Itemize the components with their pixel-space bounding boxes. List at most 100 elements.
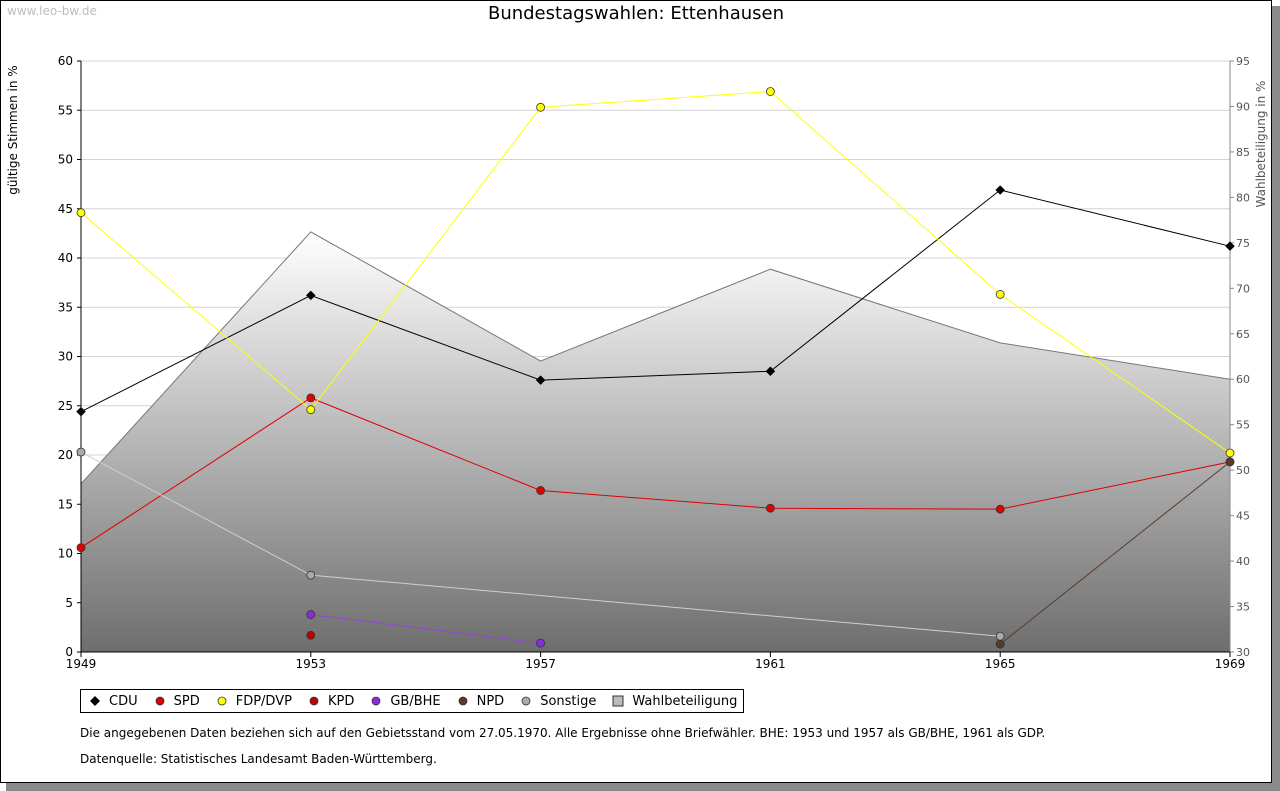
- y-tick-label: 20: [58, 448, 73, 462]
- series-kpd: [306, 630, 316, 640]
- legend-marker-kpd: [309, 696, 319, 706]
- point-cdu: [535, 375, 546, 385]
- y2-tick-label: 45: [1236, 510, 1250, 523]
- point-spd: [995, 504, 1005, 514]
- legend-label-gb-bhe: GB/BHE: [390, 693, 441, 709]
- legend-marker-spd: [155, 696, 165, 706]
- legend-label-fdp-dvp: FDP/DVP: [235, 693, 292, 709]
- y2-tick-label: 30: [1236, 646, 1250, 659]
- note-datenquelle: Datenquelle: Statistisches Landesamt Bad…: [80, 752, 437, 766]
- y-tick-label: 60: [58, 54, 73, 68]
- legend-marker-cdu: [90, 696, 100, 706]
- turnout-line: [80, 231, 1231, 485]
- point-fdp-dvp: [995, 290, 1005, 299]
- legend-circle-icon: [458, 696, 468, 706]
- y2-tick-label: 55: [1236, 419, 1250, 432]
- series-spd: [76, 393, 1235, 552]
- legend-marker-fdp-dvp: [217, 696, 227, 706]
- point-fdp-dvp: [306, 405, 316, 415]
- series-line-gb-bhe: [310, 614, 541, 644]
- legend-item-kpd: KPD: [308, 694, 354, 709]
- point-kpd: [306, 630, 316, 640]
- point-fdp-dvp: [536, 102, 545, 112]
- y2-tick-label: 95: [1236, 55, 1250, 68]
- point-cdu: [76, 406, 86, 417]
- series-line-fdp-dvp: [80, 91, 1231, 454]
- y2-tick-label: 90: [1236, 100, 1250, 113]
- y-tick-label: 10: [58, 547, 73, 561]
- legend-circle-icon: [521, 696, 531, 706]
- legend-marker-wahlbeteiligung: [612, 695, 624, 707]
- x-tick-label: 1953: [296, 657, 327, 671]
- frame-shadow-bottom: [6, 783, 1280, 791]
- y2-tick-label: 50: [1236, 464, 1250, 477]
- legend-marker-sonstige: [521, 696, 531, 706]
- legend-marker-npd: [458, 696, 468, 706]
- series-sonstige: [76, 447, 1005, 641]
- point-fdp-dvp: [76, 208, 86, 218]
- point-npd: [1225, 457, 1235, 467]
- series-line-cdu: [80, 189, 1231, 413]
- legend-item-fdp-dvp: FDP/DVP: [216, 694, 292, 709]
- legend-label-kpd: KPD: [327, 693, 355, 709]
- y2-tick-label: 60: [1236, 373, 1250, 386]
- y-tick-label: 5: [65, 596, 73, 610]
- legend-circle-icon: [309, 696, 319, 706]
- point-gb-bhe: [306, 610, 316, 619]
- chart-title: Bundestagswahlen: Ettenhausen: [487, 3, 785, 24]
- series-line-spd: [80, 397, 1231, 549]
- point-sonstige: [306, 570, 316, 580]
- legend-item-sonstige: Sonstige: [520, 694, 596, 709]
- frame-shadow-right: [1272, 6, 1280, 791]
- x-tick-label: 1957: [525, 657, 556, 671]
- y-tick-label: 35: [58, 300, 73, 314]
- point-spd: [536, 486, 545, 495]
- y2-tick-label: 75: [1236, 237, 1250, 250]
- y2-tick-label: 80: [1236, 191, 1250, 204]
- x-tick-label: 1949: [66, 657, 97, 671]
- series-layer: [76, 87, 1235, 649]
- point-cdu: [1225, 241, 1235, 252]
- point-sonstige: [76, 447, 86, 457]
- point-npd: [995, 639, 1005, 649]
- point-spd: [76, 543, 86, 552]
- series-gb-bhe: [306, 610, 545, 648]
- point-spd: [306, 393, 316, 403]
- axes: 0 5 10 15 20 25 30 35 40 45 50 55 60 30 35 40 45 50 55 60 65…: [58, 54, 1250, 671]
- series-fdp-dvp: [76, 87, 1235, 458]
- legend-label-spd: SPD: [173, 693, 200, 709]
- legend-item-npd: NPD: [457, 693, 505, 709]
- point-cdu: [995, 185, 1006, 195]
- legend: CDU SPD FDP/DVP KPD GB/BHE NPD Sonstige Wahlbet…: [80, 689, 745, 713]
- y2-tick-label: 70: [1236, 282, 1250, 295]
- x-tick-label: 1961: [755, 657, 786, 671]
- y-tick-label: 25: [58, 399, 73, 413]
- y-tick-label: 30: [58, 350, 73, 364]
- legend-label-sonstige: Sonstige: [540, 693, 597, 709]
- watermark: www.leo-bw.de: [7, 4, 97, 18]
- series-cdu: [76, 185, 1235, 417]
- y2-tick-label: 40: [1236, 555, 1250, 568]
- y2-tick-label: 85: [1236, 146, 1250, 159]
- legend-square-icon: [612, 695, 624, 707]
- legend-diamond-icon: [90, 696, 100, 706]
- y-tick-label: 45: [58, 202, 73, 216]
- y-tick-label: 55: [58, 103, 73, 117]
- note-gebietsstand: Die angegebenen Daten beziehen sich auf …: [80, 726, 1046, 740]
- point-fdp-dvp: [1225, 448, 1235, 458]
- point-cdu: [305, 290, 316, 301]
- y-tick-label: 15: [58, 497, 73, 511]
- legend-circle-icon: [217, 696, 227, 706]
- legend-item-gb-bhe: GB/BHE: [370, 693, 441, 709]
- legend-item-cdu: CDU: [89, 694, 138, 709]
- legend-circle-icon: [155, 696, 165, 706]
- y-tick-label: 0: [65, 645, 73, 659]
- x-tick-label: 1965: [985, 657, 1016, 671]
- series-npd: [995, 457, 1235, 649]
- legend-item-spd: SPD: [154, 694, 200, 709]
- legend-label-npd: NPD: [476, 693, 505, 709]
- y-tick-label: 50: [58, 153, 73, 167]
- legend-label-cdu: CDU: [109, 693, 138, 709]
- y2-tick-label: 65: [1236, 328, 1250, 341]
